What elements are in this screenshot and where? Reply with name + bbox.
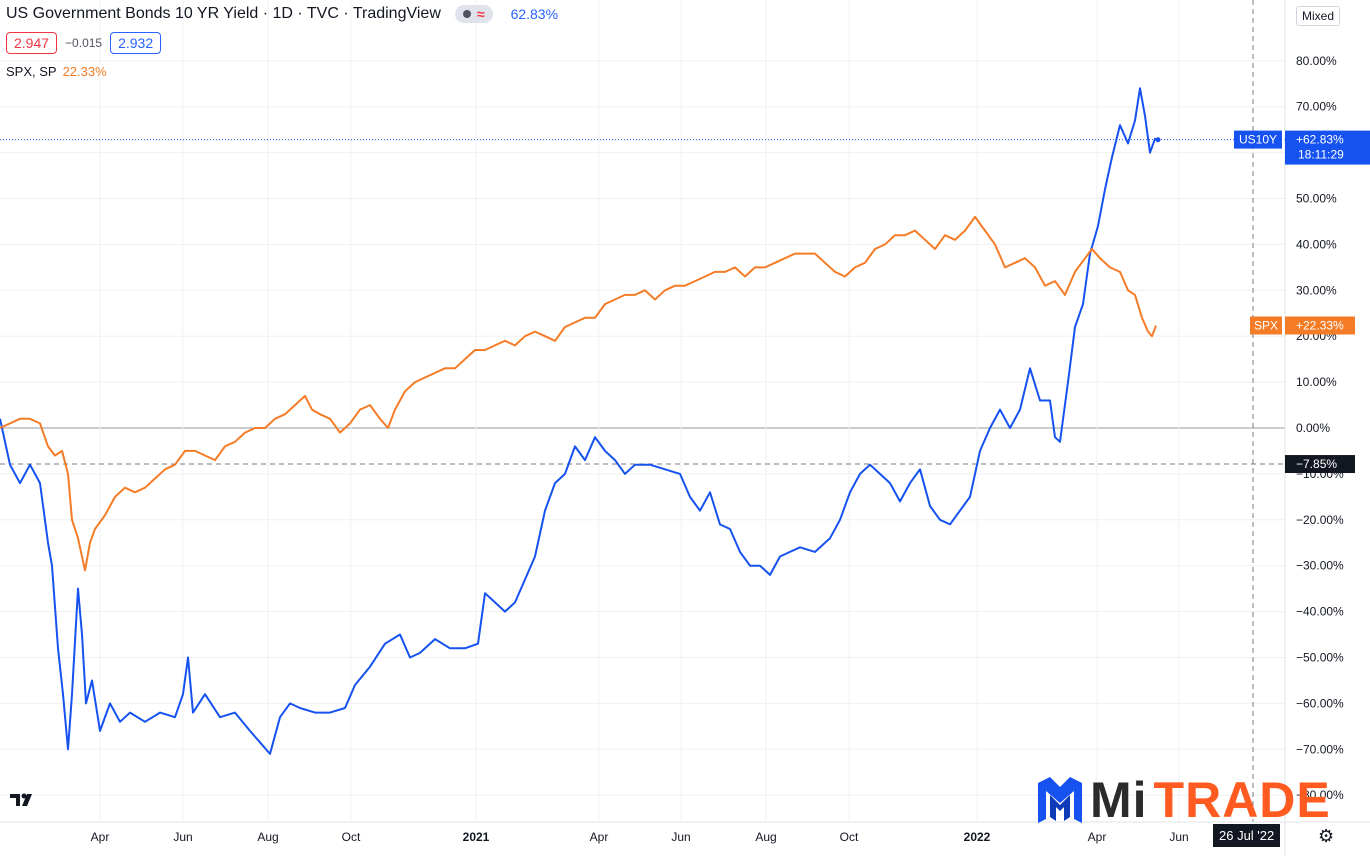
crosshair-value-bg: [1285, 455, 1355, 474]
us10y-tag-bg: [1234, 130, 1282, 149]
brand-trade: TRADE: [1153, 772, 1331, 828]
us10y-price-bg: [1285, 130, 1370, 165]
crosshair-date-label: 26 Jul '22: [1213, 824, 1281, 847]
spx-tag: SPX: [1254, 319, 1278, 333]
us10y-label-group: US10Y +62.83%18:11:29: [1234, 130, 1370, 165]
spx-price-label: +22.33%: [1296, 319, 1344, 333]
us10y-countdown: 18:11:29: [1298, 148, 1344, 162]
crosshair-label-group: −7.85%: [1285, 455, 1355, 474]
y-tick-label: 50.00%: [1296, 192, 1337, 206]
buy-price-button[interactable]: 2.932: [110, 32, 162, 54]
x-tick-label: Apr: [91, 830, 110, 844]
y-tick-label: 30.00%: [1296, 283, 1337, 297]
y-tick-label: 80.00%: [1296, 54, 1337, 68]
y-tick-label: −30.00%: [1296, 559, 1344, 573]
series-line-us10y[interactable]: [0, 87, 1159, 755]
symbol-title[interactable]: US Government Bonds 10 YR Yield · 1D · T…: [6, 5, 441, 22]
y-tick-label: −70.00%: [1296, 742, 1344, 756]
y-tick-label: −40.00%: [1296, 605, 1344, 619]
price-row: 2.947 −0.015 2.932: [6, 32, 162, 54]
mitrade-logo-icon: [1038, 777, 1082, 823]
series-line-spx[interactable]: [0, 215, 1157, 572]
spx-tag-bg: [1250, 316, 1282, 335]
y-tick-label: −60.00%: [1296, 696, 1344, 710]
x-tick-label: Aug: [755, 830, 776, 844]
x-tick-label: Jun: [671, 830, 690, 844]
tradingview-logo-icon[interactable]: [8, 790, 38, 812]
y-tick-label: 0.00%: [1296, 421, 1330, 435]
main-change-pct: 62.83%: [510, 6, 559, 22]
x-tick-label: 2022: [964, 830, 991, 844]
x-tick-label: 2021: [463, 830, 490, 844]
us10y-last-point: [1155, 137, 1161, 143]
sell-price-button[interactable]: 2.947: [6, 32, 58, 54]
gear-icon[interactable]: ⚙: [1318, 826, 1335, 846]
y-tick-label: 40.00%: [1296, 237, 1337, 251]
brand-mi: Mi: [1090, 772, 1148, 828]
mitrade-watermark: Mi TRADE: [1036, 770, 1331, 830]
compare-legend[interactable]: SPX, SP 22.33%: [6, 64, 107, 79]
compare-symbol: SPX, SP: [6, 64, 57, 79]
price-change: −0.015: [65, 36, 103, 50]
wave-icon: ≈: [476, 6, 485, 22]
chart-header: US Government Bonds 10 YR Yield · 1D · T…: [6, 5, 558, 23]
x-tick-label: Apr: [590, 830, 609, 844]
x-tick-label: Jun: [1169, 830, 1188, 844]
us10y-price-label: +62.83%: [1296, 133, 1344, 147]
x-tick-label: Aug: [257, 830, 278, 844]
x-tick-label: Apr: [1088, 830, 1107, 844]
x-tick-label: Oct: [342, 830, 361, 844]
us10y-tag: US10Y: [1239, 133, 1277, 147]
y-tick-label: −80.00%: [1296, 788, 1344, 802]
y-tick-label: 10.00%: [1296, 375, 1337, 389]
visibility-pill[interactable]: ≈: [454, 5, 493, 23]
crosshair-value-label: −7.85%: [1296, 457, 1337, 471]
y-tick-label: −50.00%: [1296, 651, 1344, 665]
visibility-dot-icon: [462, 10, 471, 18]
spx-label-group: SPX +22.33%: [1250, 316, 1355, 335]
scale-mode-button[interactable]: Mixed: [1295, 6, 1340, 26]
y-tick-label: −20.00%: [1296, 513, 1344, 527]
x-tick-label: Oct: [840, 830, 859, 844]
x-tick-label: Jun: [173, 830, 192, 844]
spx-price-bg: [1285, 316, 1355, 335]
y-tick-label: 70.00%: [1296, 100, 1337, 114]
compare-change-pct: 22.33%: [62, 64, 107, 79]
